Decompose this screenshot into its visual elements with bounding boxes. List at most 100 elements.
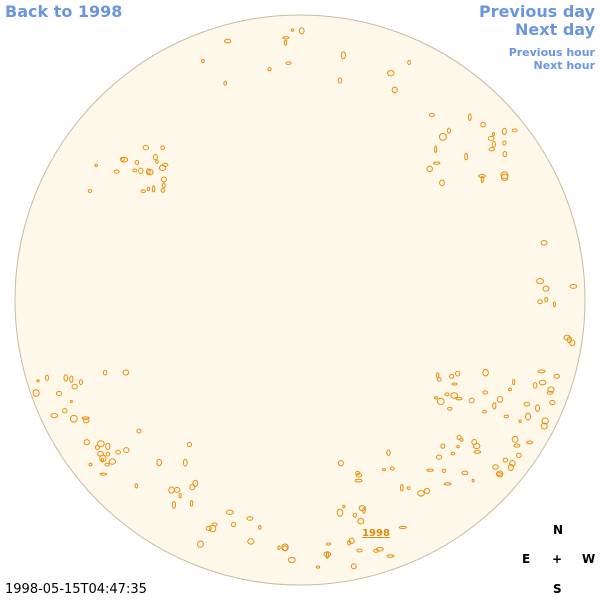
contour (468, 113, 472, 122)
contour (461, 470, 469, 476)
contour (192, 479, 199, 488)
contour (173, 486, 181, 493)
contour (544, 296, 549, 303)
contour (352, 512, 358, 518)
contour (491, 132, 496, 137)
contour (549, 399, 556, 406)
contour (342, 504, 346, 509)
solar-disk (14, 14, 586, 586)
contour (357, 517, 365, 525)
contour (546, 390, 554, 395)
contour (444, 392, 450, 397)
contour (137, 167, 144, 175)
contour (113, 169, 120, 174)
contour (482, 368, 489, 377)
contour (223, 80, 228, 86)
contour (532, 382, 538, 389)
compass-north: N (553, 523, 564, 537)
contour (282, 36, 290, 40)
contour (428, 113, 435, 118)
contour (436, 397, 445, 406)
contour (69, 414, 78, 423)
contour (513, 443, 521, 448)
contour (136, 428, 142, 434)
contour (50, 413, 59, 419)
compass-west: W (582, 552, 596, 566)
contour (44, 374, 50, 381)
contour (541, 417, 549, 425)
contour (492, 402, 497, 410)
contour (134, 160, 140, 166)
contour (160, 176, 167, 183)
contour (389, 466, 395, 471)
contour (247, 538, 255, 545)
contour (436, 377, 442, 382)
contour (186, 441, 193, 448)
contour (325, 551, 329, 559)
contour (55, 390, 63, 397)
contour (160, 188, 166, 193)
contour (526, 440, 534, 445)
contour (507, 387, 512, 392)
disk-label-link[interactable]: 1998 (362, 528, 390, 539)
contour (182, 458, 188, 467)
contour (122, 369, 130, 376)
contour (298, 27, 305, 35)
contour (501, 127, 507, 136)
contour (105, 451, 111, 457)
contour (434, 145, 438, 154)
contour (495, 472, 503, 476)
contour (472, 442, 481, 450)
contour (350, 563, 357, 570)
contour (63, 374, 69, 382)
back-link[interactable]: Back to 1998 (5, 2, 123, 21)
contour (436, 454, 443, 460)
contour (123, 447, 130, 454)
previous-day-link[interactable]: Previous day (478, 2, 595, 21)
timestamp: 1998-05-15T04:47:35 (5, 582, 147, 597)
contour (552, 301, 556, 308)
contour (523, 401, 531, 407)
contour (283, 39, 288, 46)
contour (230, 521, 237, 528)
contour (340, 51, 346, 60)
contour (277, 545, 281, 550)
contour (455, 370, 461, 377)
contour (102, 369, 108, 376)
contour (115, 449, 121, 455)
contour (496, 395, 504, 403)
contour (482, 409, 487, 414)
contour (355, 470, 361, 476)
contour (285, 61, 292, 65)
contour (267, 67, 272, 72)
contour (326, 542, 332, 546)
next-hour-link[interactable]: Next hour (533, 59, 596, 72)
contour (348, 537, 355, 545)
contour (439, 179, 445, 187)
contour (160, 145, 166, 151)
contour (354, 478, 363, 483)
contour (480, 121, 486, 128)
contour (516, 452, 522, 458)
contour (87, 189, 93, 194)
contour (83, 439, 90, 446)
contour (146, 186, 150, 192)
contour (547, 386, 555, 393)
contour (355, 473, 363, 478)
contour (290, 28, 295, 32)
contour (358, 505, 367, 512)
contour (500, 171, 509, 180)
previous-hour-link[interactable]: Previous hour (508, 46, 595, 59)
contour (509, 459, 516, 467)
next-day-link[interactable]: Next day (515, 20, 595, 39)
contour (201, 58, 205, 64)
contour (537, 369, 546, 374)
contour (337, 77, 343, 84)
contour (553, 373, 560, 379)
contour (447, 406, 453, 411)
contour (381, 468, 386, 472)
contour (171, 501, 177, 509)
contour (502, 457, 509, 463)
